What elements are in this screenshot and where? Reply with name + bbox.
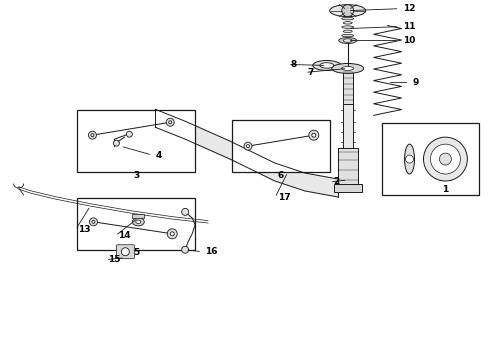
Bar — [232, 120, 330, 172]
Text: 16: 16 — [205, 247, 218, 256]
Circle shape — [182, 246, 189, 253]
Ellipse shape — [343, 39, 352, 42]
Circle shape — [91, 134, 94, 137]
Text: 7: 7 — [308, 68, 314, 77]
Ellipse shape — [339, 37, 357, 44]
Polygon shape — [155, 109, 338, 197]
Circle shape — [423, 137, 467, 181]
Text: 14: 14 — [119, 231, 131, 240]
Bar — [132, 214, 144, 218]
Circle shape — [342, 5, 354, 17]
Text: 9: 9 — [413, 78, 419, 87]
Bar — [334, 184, 362, 192]
Text: 1: 1 — [442, 185, 448, 194]
Circle shape — [166, 118, 174, 126]
Circle shape — [244, 142, 252, 150]
Text: 11: 11 — [403, 22, 415, 31]
Text: 10: 10 — [403, 36, 415, 45]
Circle shape — [92, 220, 95, 223]
Text: 4: 4 — [155, 150, 162, 159]
Bar — [77, 198, 195, 250]
Circle shape — [90, 218, 98, 226]
Ellipse shape — [342, 34, 354, 37]
Circle shape — [182, 208, 189, 215]
FancyBboxPatch shape — [116, 245, 134, 259]
Bar — [338, 148, 358, 188]
Ellipse shape — [343, 30, 352, 32]
Circle shape — [167, 229, 177, 239]
Text: 13: 13 — [78, 225, 91, 234]
Circle shape — [312, 133, 316, 137]
Circle shape — [431, 144, 461, 174]
Text: 2: 2 — [333, 177, 339, 186]
Ellipse shape — [342, 17, 354, 20]
Circle shape — [122, 248, 129, 256]
Bar — [77, 110, 195, 172]
Circle shape — [406, 155, 414, 163]
Circle shape — [169, 121, 171, 124]
Circle shape — [126, 131, 132, 137]
Text: 8: 8 — [291, 60, 297, 69]
Text: 6: 6 — [278, 171, 284, 180]
Circle shape — [440, 153, 451, 165]
Circle shape — [89, 131, 97, 139]
Ellipse shape — [342, 26, 354, 28]
Circle shape — [170, 232, 174, 236]
Text: 15: 15 — [108, 255, 121, 264]
Bar — [343, 104, 353, 150]
Ellipse shape — [332, 63, 364, 73]
Ellipse shape — [342, 67, 354, 71]
Ellipse shape — [405, 144, 415, 174]
Bar — [382, 123, 479, 195]
Bar — [343, 68, 353, 104]
Text: 12: 12 — [403, 4, 415, 13]
Circle shape — [309, 130, 319, 140]
Ellipse shape — [132, 218, 144, 226]
Ellipse shape — [330, 5, 366, 17]
Ellipse shape — [320, 63, 334, 68]
Text: 17: 17 — [278, 193, 291, 202]
Ellipse shape — [136, 220, 141, 224]
Ellipse shape — [343, 22, 352, 24]
Text: 3: 3 — [133, 171, 140, 180]
Circle shape — [113, 140, 120, 146]
Text: 5: 5 — [133, 248, 140, 257]
Ellipse shape — [313, 60, 341, 71]
Circle shape — [246, 145, 249, 148]
